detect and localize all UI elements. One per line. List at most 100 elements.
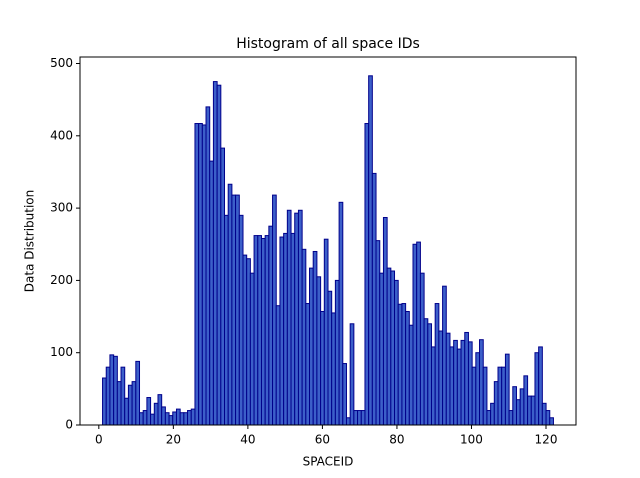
bar — [375, 240, 381, 426]
bar — [253, 235, 259, 426]
bar — [445, 332, 451, 426]
y-tick-label: 500 — [50, 56, 73, 70]
bar — [549, 417, 554, 426]
bar — [401, 303, 407, 426]
bar — [305, 303, 311, 426]
bar — [102, 377, 107, 426]
bar — [301, 248, 307, 426]
bar — [139, 412, 144, 426]
bar — [113, 355, 118, 426]
bar — [268, 225, 274, 426]
bar — [220, 147, 226, 426]
bar — [127, 384, 133, 426]
bar — [231, 194, 237, 426]
bar — [386, 267, 392, 426]
bar — [334, 279, 340, 426]
x-tick-label: 80 — [389, 433, 404, 447]
bar — [394, 279, 399, 426]
bar — [345, 417, 351, 426]
bar — [194, 123, 200, 426]
bar — [212, 81, 218, 426]
bar — [538, 346, 543, 426]
bar — [467, 341, 473, 426]
bar — [453, 339, 458, 426]
plot-frame — [79, 56, 577, 426]
bar — [297, 209, 303, 426]
bar — [342, 363, 347, 426]
bar — [320, 310, 325, 426]
y-tick-label: 100 — [50, 345, 73, 359]
bar — [153, 402, 159, 426]
x-tick-label: 100 — [460, 433, 483, 447]
bar — [161, 406, 166, 426]
bar — [142, 410, 148, 426]
bar — [187, 410, 192, 426]
bar — [405, 310, 410, 426]
bar — [534, 352, 540, 426]
bar — [309, 267, 314, 426]
bar — [290, 232, 296, 426]
bar — [338, 201, 344, 426]
bar — [382, 217, 388, 426]
bar — [172, 411, 177, 426]
bar — [323, 238, 329, 426]
bar — [530, 395, 536, 426]
bar — [260, 237, 266, 426]
bar — [434, 303, 440, 426]
bar — [515, 399, 521, 426]
bar — [275, 305, 281, 426]
bar — [135, 360, 141, 426]
bar — [157, 394, 163, 426]
bar — [198, 123, 203, 426]
y-tick-label: 0 — [65, 418, 73, 432]
bar — [504, 353, 510, 426]
x-tick-label: 40 — [240, 433, 255, 447]
bar — [294, 212, 299, 426]
bar — [527, 395, 532, 426]
bar — [464, 331, 469, 426]
bar — [349, 323, 355, 426]
bar — [116, 381, 122, 426]
bar — [131, 381, 137, 426]
bar — [246, 258, 251, 426]
bar — [227, 183, 233, 426]
bar — [397, 303, 403, 426]
chart-title: Histogram of all space IDs — [236, 36, 420, 52]
bar — [423, 318, 429, 426]
bar — [238, 214, 244, 426]
bar — [371, 172, 377, 426]
bar — [416, 241, 421, 426]
y-tick-label: 300 — [50, 201, 73, 215]
bar — [497, 366, 503, 426]
bar — [124, 397, 129, 426]
bar — [201, 124, 207, 426]
bar — [442, 285, 447, 426]
bar — [264, 235, 270, 426]
bar — [164, 412, 170, 426]
bar — [475, 352, 481, 426]
x-axis-label: SPACEID — [303, 455, 354, 469]
bar — [216, 84, 222, 426]
x-tick-label: 0 — [95, 433, 103, 447]
bar — [512, 386, 517, 426]
x-tick-label: 60 — [315, 433, 330, 447]
bar — [460, 339, 466, 426]
bar — [508, 410, 514, 426]
bar — [257, 235, 262, 426]
bar — [419, 272, 425, 426]
bar — [390, 270, 396, 426]
bar — [168, 415, 174, 426]
bar — [490, 402, 495, 426]
bar — [205, 106, 211, 426]
y-tick-label: 200 — [50, 273, 73, 287]
bar — [272, 194, 277, 426]
bar — [523, 375, 529, 426]
bar — [379, 272, 384, 426]
bar — [175, 408, 181, 426]
bar — [360, 410, 366, 426]
bar — [279, 236, 285, 426]
bar — [479, 339, 484, 426]
y-axis-label: Data Distribution — [23, 190, 37, 292]
